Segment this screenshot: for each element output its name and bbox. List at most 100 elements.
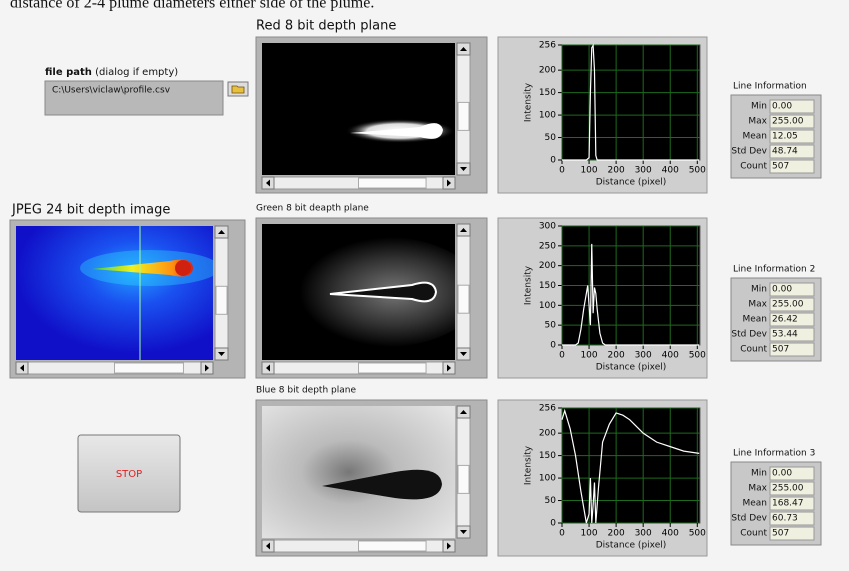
file-path-label-bold: file path — [45, 67, 92, 78]
v-scroll-thumb[interactable] — [458, 102, 469, 130]
v-scroll-thumb[interactable] — [458, 465, 469, 493]
front-panel: distance of 2-4 plume diameters either s… — [0, 0, 849, 571]
h-scroll-thumb[interactable] — [115, 363, 184, 373]
image — [262, 224, 480, 360]
x-tick-label: 0 — [559, 351, 565, 361]
line-info-title: Line Information — [733, 82, 807, 92]
v-scroll-thumb[interactable] — [216, 286, 227, 314]
x-tick-label: 500 — [689, 166, 706, 176]
plume-head — [175, 260, 191, 276]
line-info-label: Min — [751, 469, 767, 479]
line-info-label: Max — [748, 484, 767, 494]
image — [16, 226, 220, 360]
y-tick-label: 250 — [539, 241, 556, 251]
x-tick-label: 0 — [559, 529, 565, 539]
plot-area — [562, 45, 700, 160]
line-info-value: 53.44 — [772, 330, 798, 340]
x-axis-label: Distance (pixel) — [596, 363, 667, 373]
line-info-value: 255.00 — [772, 300, 804, 310]
x-axis-label: Distance (pixel) — [596, 178, 667, 188]
x-tick-label: 0 — [559, 166, 565, 176]
line-info-value: 507 — [772, 345, 789, 355]
x-tick-label: 200 — [608, 166, 625, 176]
y-tick-label: 50 — [545, 496, 557, 506]
bg — [262, 43, 455, 175]
plane-title: Blue 8 bit depth plane — [256, 386, 356, 396]
jpeg-bg — [16, 226, 213, 360]
y-axis-label: Intensity — [524, 265, 534, 305]
y-tick-label: 100 — [539, 301, 556, 311]
x-tick-label: 100 — [580, 351, 597, 361]
x-tick-label: 500 — [689, 529, 706, 539]
h-scroll-thumb[interactable] — [359, 178, 427, 188]
caption: distance of 2-4 plume diameters either s… — [10, 0, 374, 12]
y-tick-label: 0 — [550, 156, 556, 166]
x-tick-label: 200 — [608, 529, 625, 539]
y-tick-label: 0 — [550, 519, 556, 529]
x-tick-label: 200 — [608, 351, 625, 361]
line-info-title: Line Information 3 — [733, 449, 815, 459]
line-info-value: 60.73 — [772, 514, 798, 524]
x-tick-label: 100 — [580, 529, 597, 539]
x-tick-label: 100 — [580, 166, 597, 176]
file-path-label: file path (dialog if empty) — [45, 67, 178, 78]
line-info-label: Mean — [742, 499, 767, 509]
folder-icon — [232, 86, 244, 93]
y-tick-label: 50 — [545, 321, 557, 331]
line-info-value: 26.42 — [772, 315, 798, 325]
y-tick-label: 50 — [545, 133, 557, 143]
line-info-label: Max — [748, 300, 767, 310]
line-info-label: Std Dev — [731, 147, 767, 157]
line-info-value: 255.00 — [772, 117, 804, 127]
x-tick-label: 400 — [662, 166, 679, 176]
y-tick-label: 150 — [539, 451, 556, 461]
line-info-label: Max — [748, 117, 767, 127]
line-info-value: 0.00 — [772, 469, 792, 479]
y-tick-label: 256 — [539, 404, 556, 414]
v-scroll-thumb[interactable] — [458, 285, 469, 313]
line-info-label: Count — [740, 345, 767, 355]
y-tick-label: 200 — [539, 66, 556, 76]
image — [262, 406, 455, 538]
y-tick-label: 150 — [539, 281, 556, 291]
x-tick-label: 300 — [635, 351, 652, 361]
x-tick-label: 300 — [635, 529, 652, 539]
stop-label[interactable]: STOP — [116, 469, 142, 480]
file-path-label-rest: (dialog if empty) — [95, 67, 178, 78]
line-info-value: 507 — [772, 162, 789, 172]
jpeg-title: JPEG 24 bit depth image — [11, 203, 170, 218]
line-info-value: 0.00 — [772, 102, 792, 112]
line-info-label: Count — [740, 162, 767, 172]
line-info-value: 48.74 — [772, 147, 798, 157]
line-info-label: Mean — [742, 315, 767, 325]
x-axis-label: Distance (pixel) — [596, 541, 667, 551]
h-scroll-thumb[interactable] — [359, 541, 427, 551]
line-info-value: 12.05 — [772, 132, 798, 142]
y-tick-label: 100 — [539, 111, 556, 121]
line-info-label: Min — [751, 102, 767, 112]
x-tick-label: 500 — [689, 351, 706, 361]
line-info-label: Std Dev — [731, 330, 767, 340]
page: { "caption": "distance of 2-4 plume diam… — [0, 0, 849, 571]
file-path-value[interactable]: C:\Users\viclaw\profile.csv — [52, 86, 171, 96]
line-info-label: Mean — [742, 132, 767, 142]
y-tick-label: 200 — [539, 261, 556, 271]
line-info-value: 0.00 — [772, 285, 792, 295]
line-info-label: Count — [740, 529, 767, 539]
plane-title: Red 8 bit depth plane — [256, 19, 396, 34]
line-info-label: Min — [751, 285, 767, 295]
y-tick-label: 100 — [539, 474, 556, 484]
x-tick-label: 300 — [635, 166, 652, 176]
h-scroll-thumb[interactable] — [359, 363, 427, 373]
plane-title: Green 8 bit deapth plane — [256, 204, 369, 214]
y-tick-label: 200 — [539, 429, 556, 439]
line-info-value: 168.47 — [772, 499, 804, 509]
y-axis-label: Intensity — [524, 445, 534, 485]
y-tick-label: 300 — [539, 222, 556, 232]
y-tick-label: 0 — [550, 341, 556, 351]
line-info-label: Std Dev — [731, 514, 767, 524]
x-tick-label: 400 — [662, 529, 679, 539]
line-info-title: Line Information 2 — [733, 265, 815, 275]
plot-area — [562, 408, 700, 523]
line-info-value: 507 — [772, 529, 789, 539]
